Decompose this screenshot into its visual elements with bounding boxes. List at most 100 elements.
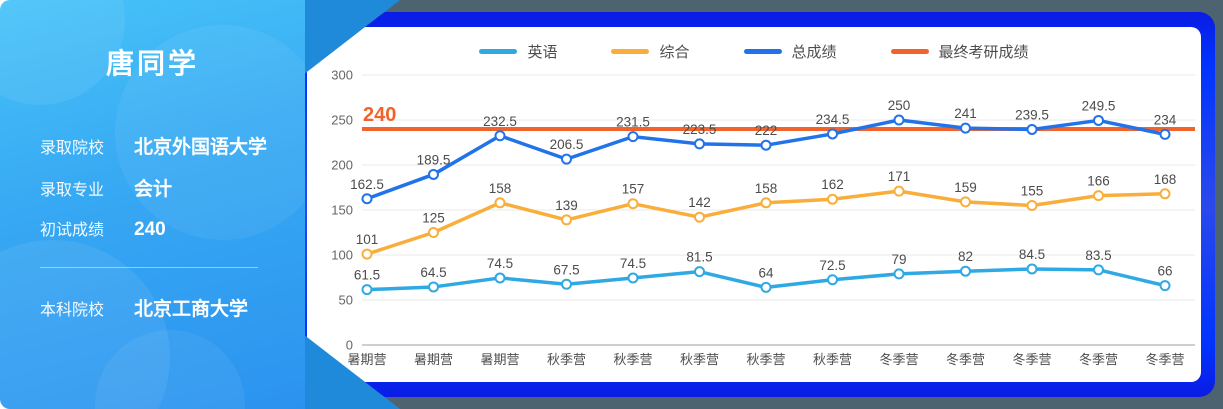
data-point-marker [1159,128,1171,140]
data-point-label: 232.5 [483,114,517,129]
data-point-marker [893,268,905,280]
legend-swatch-icon [479,49,518,54]
legend-swatch-icon [890,49,929,54]
x-axis-tick-label: 秋季营 [746,352,785,367]
legend-swatch-icon [611,49,650,54]
info-label: 本科院校 [40,302,105,319]
data-point-label: 231.5 [616,115,650,130]
data-point-label: 206.5 [550,137,584,152]
data-point-marker [760,197,772,209]
data-point-label: 158 [755,181,778,196]
data-point-marker [960,265,971,277]
data-point-marker [561,214,572,226]
data-point-marker [1093,264,1104,276]
y-axis-tick-label: 300 [331,68,353,83]
info-value: 240 [134,219,166,240]
data-point-marker [1159,188,1171,200]
data-point-label: 234.5 [816,112,850,127]
info-value: 北京外国语大学 [134,137,268,158]
data-point-marker [428,227,439,238]
legend-item-3[interactable]: 最终考研成绩 [890,41,1029,62]
data-point-marker [361,193,373,205]
data-point-marker [627,131,639,143]
data-point-label: 74.5 [620,256,646,271]
y-axis-tick-label: 100 [331,248,353,263]
data-point-marker [827,274,838,286]
data-point-marker [627,198,639,210]
data-point-marker [1026,123,1038,135]
y-axis-tick-label: 0 [346,338,353,353]
y-axis-tick-label: 250 [331,113,353,128]
divider [40,267,258,268]
data-point-marker [494,272,506,284]
legend-item-2[interactable]: 总成绩 [743,41,837,62]
data-point-label: 168 [1154,172,1177,187]
student-info-panel: 唐同学 录取院校 北京外国语大学 录取专业 会计 初试成绩 240 本科院校 北… [0,0,305,409]
data-point-marker [1093,114,1104,126]
data-point-marker [361,284,373,296]
data-point-marker [760,139,772,151]
data-point-label: 189.5 [417,152,451,167]
data-point-label: 64.5 [420,265,446,280]
x-axis-tick-label: 冬季营 [1079,352,1118,367]
legend-label: 英语 [527,44,558,61]
data-point-label: 250 [888,98,911,113]
info-row-undergrad-school: 本科院校 北京工商大学 [0,294,305,321]
x-axis-tick-label: 冬季营 [1145,352,1184,367]
legend-swatch-icon [743,49,782,54]
data-point-label: 66 [1157,264,1172,279]
student-info-rows: 录取院校 北京外国语大学 录取专业 会计 初试成绩 240 [0,132,305,241]
data-point-label: 159 [954,180,977,195]
x-axis-tick-label: 秋季营 [680,352,719,367]
data-point-label: 142 [688,195,711,210]
legend-label: 综合 [659,44,690,61]
data-point-marker [893,114,905,126]
legend-label: 总成绩 [791,44,837,61]
y-axis-tick-label: 200 [331,158,353,173]
data-point-label: 249.5 [1082,98,1116,113]
data-point-marker [1093,190,1104,202]
chart-card: 英语 综合 总成绩 最终考研成绩 0 50 100 150 200 250 300 暑期营 暑期营 暑期… [307,27,1201,382]
data-point-marker [960,196,971,208]
data-point-label: 139 [555,198,578,213]
info-label: 初试成绩 [40,222,105,239]
data-point-marker [627,272,639,284]
legend-label: 最终考研成绩 [938,44,1029,61]
info-value: 北京工商大学 [134,299,249,320]
data-point-label: 166 [1087,174,1110,189]
info-row-admitted-major: 录取专业 会计 [40,174,305,201]
data-point-label: 241 [954,106,977,121]
reference-line-label: 240 [363,104,396,126]
data-point-label: 83.5 [1085,248,1111,263]
data-point-marker [893,185,905,197]
data-point-marker [428,281,439,293]
data-point-label: 171 [888,169,911,184]
x-axis-tick-label: 秋季营 [547,352,586,367]
info-row-initial-score: 初试成绩 240 [40,216,305,241]
data-point-label: 157 [622,182,645,197]
data-point-label: 81.5 [686,250,712,265]
x-axis-tick-label: 暑期营 [414,352,453,367]
info-value: 会计 [134,179,173,200]
data-point-marker [1026,263,1038,275]
decor-circle [115,25,305,240]
data-point-label: 162.5 [350,177,384,192]
data-point-label: 74.5 [487,256,513,271]
data-point-label: 222 [755,123,778,138]
legend-item-1[interactable]: 综合 [611,41,690,62]
student-name: 唐同学 [105,48,199,79]
data-point-marker [827,193,838,205]
x-axis-tick-label: 冬季营 [1012,352,1051,367]
data-point-marker [960,122,971,134]
data-point-marker [827,128,838,140]
data-point-marker [694,211,705,223]
data-point-label: 234 [1154,112,1177,127]
legend-item-0[interactable]: 英语 [479,41,557,62]
info-label: 录取专业 [40,182,105,199]
data-point-label: 239.5 [1015,107,1049,122]
data-point-label: 67.5 [553,262,579,277]
info-label: 录取院校 [40,140,105,157]
x-axis-tick-label: 秋季营 [613,352,652,367]
data-point-marker [428,168,439,180]
